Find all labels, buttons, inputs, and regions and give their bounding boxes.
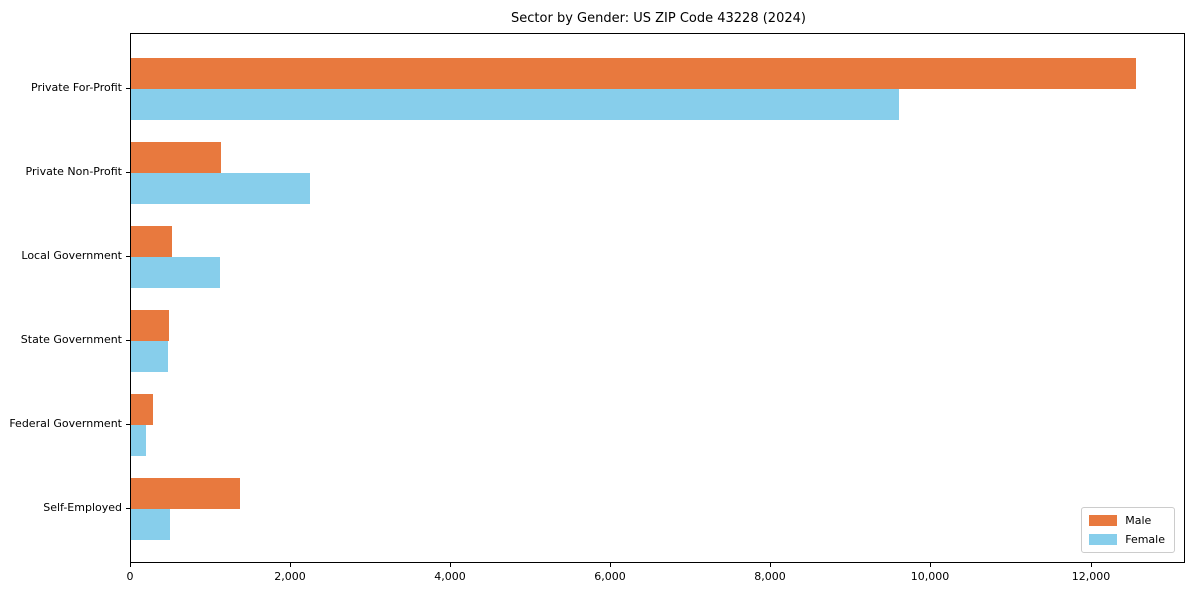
xtick-label-0: 0	[126, 570, 134, 583]
ytick-label-self-employed: Self-Employed	[43, 501, 122, 514]
bar-male-private-non-profit	[131, 142, 221, 173]
xtick-mark-6000	[610, 563, 611, 567]
bar-female-local-government	[131, 257, 220, 288]
ytick-label-state-government: State Government	[20, 333, 122, 346]
legend-label-female: Female	[1125, 533, 1165, 546]
xtick-mark-0	[130, 563, 131, 567]
xtick-mark-8000	[770, 563, 771, 567]
xtick-mark-10000	[930, 563, 931, 567]
xtick-mark-2000	[290, 563, 291, 567]
xtick-label-4000: 4,000	[434, 570, 466, 583]
xtick-label-6000: 6,000	[594, 570, 626, 583]
legend-item-male: Male	[1089, 514, 1165, 527]
bar-male-federal-government	[131, 394, 153, 425]
bar-male-self-employed	[131, 478, 240, 509]
legend-label-male: Male	[1125, 514, 1152, 527]
ytick-mark-self-employed	[126, 508, 130, 509]
chart-title: Sector by Gender: US ZIP Code 43228 (202…	[511, 11, 806, 26]
ytick-label-private-for-profit: Private For-Profit	[31, 81, 122, 94]
xtick-label-8000: 8,000	[754, 570, 786, 583]
bar-female-state-government	[131, 341, 168, 372]
plot-area: Male Female	[130, 33, 1185, 563]
bar-female-private-for-profit	[131, 89, 899, 120]
ytick-label-federal-government: Federal Government	[9, 417, 122, 430]
bar-male-private-for-profit	[131, 58, 1136, 89]
bar-female-federal-government	[131, 425, 146, 456]
bar-female-self-employed	[131, 509, 170, 540]
bar-male-state-government	[131, 310, 169, 341]
bar-female-private-non-profit	[131, 173, 310, 204]
ytick-mark-state-government	[126, 340, 130, 341]
xtick-label-10000: 10,000	[910, 570, 950, 583]
female-color-swatch	[1089, 534, 1118, 545]
legend-item-female: Female	[1089, 533, 1165, 546]
ytick-mark-federal-government	[126, 424, 130, 425]
legend: Male Female	[1081, 507, 1175, 553]
xtick-mark-12000	[1091, 563, 1092, 567]
ytick-label-local-government: Local Government	[21, 249, 122, 262]
xtick-mark-4000	[450, 563, 451, 567]
ytick-mark-private-for-profit	[126, 88, 130, 89]
ytick-mark-private-non-profit	[126, 172, 130, 173]
ytick-label-private-non-profit: Private Non-Profit	[25, 165, 122, 178]
xtick-label-2000: 2,000	[274, 570, 306, 583]
male-color-swatch	[1089, 515, 1118, 526]
xtick-label-12000: 12,000	[1071, 570, 1111, 583]
ytick-mark-local-government	[126, 256, 130, 257]
bar-male-local-government	[131, 226, 172, 257]
